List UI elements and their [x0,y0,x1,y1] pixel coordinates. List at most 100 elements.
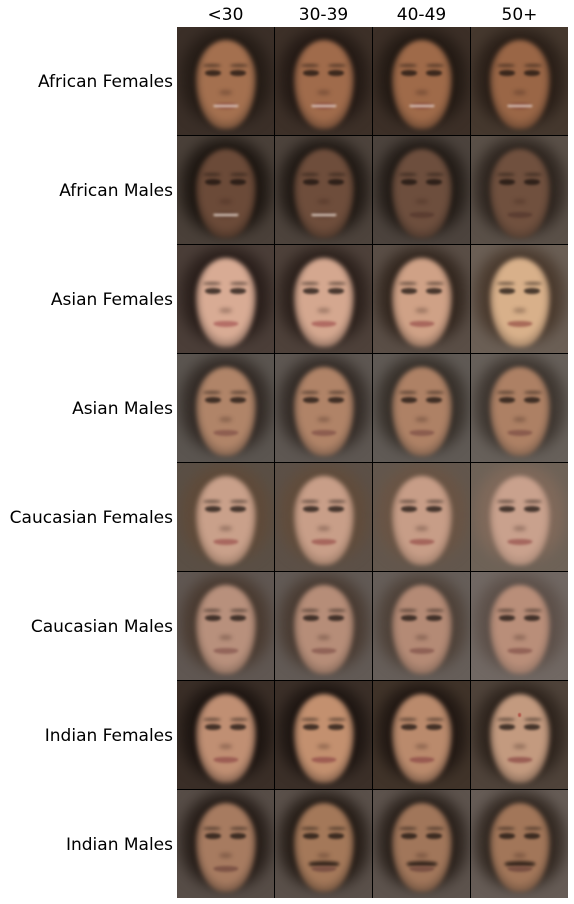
face-skin [195,802,256,892]
nose [218,198,233,205]
left-eyebrow [301,63,319,67]
face-skin [391,148,452,238]
face-skin [391,584,452,674]
nose [316,89,331,96]
mouth [506,102,533,110]
left-eye [401,506,417,512]
right-eye [230,833,246,839]
average-face-image [471,354,568,462]
face-skin [293,693,354,783]
face-skin [195,693,256,783]
right-eye [524,833,540,839]
right-eyebrow [328,63,346,67]
face-skin [489,802,550,892]
right-eye [426,615,442,621]
right-eyebrow [230,608,248,612]
bindi [517,713,522,717]
face-skin [391,39,452,129]
left-eyebrow [399,499,417,503]
nose [512,89,527,96]
face-skin [489,475,550,565]
mustache [503,861,536,867]
left-eye [401,615,417,621]
mouth [212,211,239,219]
average-face-image [177,463,274,571]
left-eye [205,724,221,730]
right-eye [230,70,246,76]
row-label-4: Caucasian Females [9,507,173,528]
left-eye [303,833,319,839]
left-eyebrow [301,172,319,176]
right-eye [524,724,540,730]
right-eye [328,288,344,294]
average-face-image [471,245,568,353]
left-eyebrow [399,63,417,67]
average-face-image [373,27,470,135]
right-eyebrow [426,390,444,394]
mouth [506,211,533,219]
right-eye [328,506,344,512]
mouth [408,102,435,110]
nose [218,852,233,859]
nose [316,416,331,423]
right-eyebrow [328,172,346,176]
nose [414,307,429,314]
nose [512,525,527,532]
right-eye [328,724,344,730]
face-skin [293,584,354,674]
left-eyebrow [301,608,319,612]
right-eye [328,397,344,403]
average-face-image [471,463,568,571]
nose [414,416,429,423]
nose [218,89,233,96]
right-eye [524,70,540,76]
nose [316,743,331,750]
left-eye [401,833,417,839]
left-eyebrow [399,281,417,285]
left-eyebrow [497,826,515,830]
right-eye [426,506,442,512]
left-eyebrow [301,281,319,285]
face-skin [195,475,256,565]
left-eye [205,288,221,294]
average-face-image [373,136,470,244]
average-face-image [471,572,568,680]
right-eyebrow [524,826,542,830]
nose [512,852,527,859]
mouth [506,756,533,764]
average-face-image [275,572,372,680]
nose [316,525,331,532]
nose [414,525,429,532]
column-header-0: <30 [207,5,244,25]
face-skin [293,148,354,238]
right-eyebrow [524,608,542,612]
left-eyebrow [203,717,221,721]
row-label-1: African Males [59,180,173,201]
left-eyebrow [399,390,417,394]
right-eyebrow [524,499,542,503]
left-eye [205,179,221,185]
mustache [307,861,340,867]
average-face-image [177,790,274,898]
left-eye [499,397,515,403]
average-face-image [275,463,372,571]
right-eyebrow [426,281,444,285]
average-face-image [275,245,372,353]
nose [316,634,331,641]
average-face-image [177,354,274,462]
face-skin [293,257,354,347]
right-eye [426,724,442,730]
right-eyebrow [524,281,542,285]
average-face-image [471,136,568,244]
nose [218,525,233,532]
right-eye [328,179,344,185]
left-eye [205,70,221,76]
left-eye [303,615,319,621]
left-eyebrow [399,172,417,176]
right-eyebrow [524,172,542,176]
left-eye [303,506,319,512]
right-eye [230,615,246,621]
column-header-3: 50+ [501,5,538,25]
column-header-1: 30-39 [298,5,349,25]
mouth [408,647,435,655]
